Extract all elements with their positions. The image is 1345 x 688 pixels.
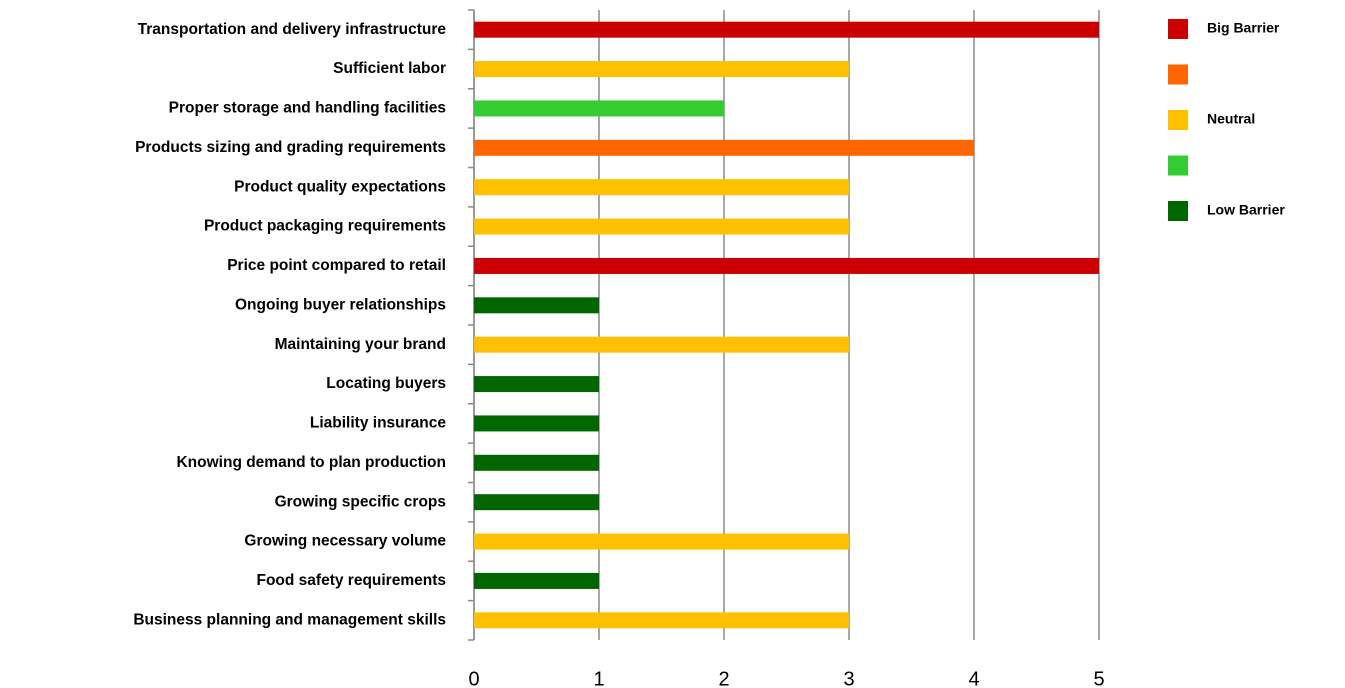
legend-label: Neutral — [1207, 111, 1255, 127]
y-tick-label: Ongoing buyer relationships — [235, 296, 446, 313]
x-tick-label: 2 — [718, 668, 729, 688]
legend-label: Low Barrier — [1207, 202, 1285, 218]
y-tick-label: Sufficient labor — [333, 60, 446, 77]
bar — [474, 21, 1099, 38]
y-tick-label: Knowing demand to plan production — [176, 454, 446, 471]
legend-label: Big Barrier — [1207, 20, 1280, 36]
bar — [474, 572, 599, 589]
bar — [474, 376, 599, 393]
y-tick-label: Products sizing and grading requirements — [135, 139, 446, 156]
y-tick-label: Liability insurance — [310, 415, 446, 432]
y-tick-label: Growing necessary volume — [244, 533, 446, 550]
bar — [474, 533, 849, 550]
bar — [474, 179, 849, 196]
y-tick-label: Growing specific crops — [275, 493, 446, 510]
x-tick-label: 0 — [468, 668, 479, 688]
y-tick-label: Food safety requirements — [257, 572, 447, 589]
bar — [474, 100, 724, 117]
bar — [474, 139, 974, 156]
bar — [474, 297, 599, 314]
legend-swatch — [1168, 19, 1188, 39]
legend-swatch — [1168, 110, 1188, 130]
bar — [474, 612, 849, 629]
y-tick-label: Proper storage and handling facilities — [169, 100, 446, 117]
bar — [474, 494, 599, 511]
bar — [474, 257, 1099, 274]
bar — [474, 415, 599, 432]
y-tick-label: Transportation and delivery infrastructu… — [138, 21, 447, 38]
legend-swatch — [1168, 64, 1188, 85]
y-tick-label: Product packaging requirements — [204, 218, 446, 235]
x-tick-label: 1 — [593, 668, 604, 688]
legend-swatch — [1168, 155, 1188, 176]
y-tick-label: Locating buyers — [326, 375, 446, 392]
y-tick-label: Product quality expectations — [234, 178, 446, 195]
y-tick-label: Maintaining your brand — [275, 336, 446, 353]
x-tick-label: 3 — [843, 668, 854, 688]
bar — [474, 218, 849, 235]
bar — [474, 336, 849, 353]
y-tick-label: Business planning and management skills — [133, 611, 446, 628]
bar — [474, 61, 849, 78]
x-tick-label: 4 — [968, 668, 979, 688]
y-tick-label: Price point compared to retail — [227, 257, 446, 274]
bar — [474, 454, 599, 471]
x-tick-label: 5 — [1093, 668, 1104, 688]
legend-swatch — [1168, 201, 1188, 221]
